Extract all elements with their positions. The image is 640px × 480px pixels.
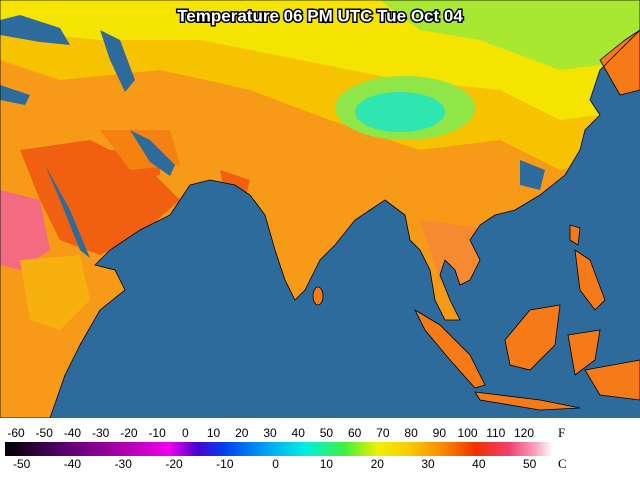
c-label: -10 [216, 457, 234, 471]
seas [0, 15, 545, 258]
f-label: -60 [7, 426, 25, 440]
legend-labels: -60 -50 -40 -30 -20 -10 0 10 20 30 40 50 60 70 80 90 100… [7, 426, 536, 471]
unit-c: C [558, 456, 567, 471]
c-label: 50 [523, 457, 537, 471]
f-label: 60 [348, 426, 362, 440]
c-label: 30 [421, 457, 435, 471]
f-label: 40 [292, 426, 306, 440]
f-label: 120 [514, 426, 534, 440]
f-label: -40 [64, 426, 82, 440]
c-label: 40 [472, 457, 486, 471]
f-label: 20 [235, 426, 249, 440]
f-label: -50 [36, 426, 54, 440]
c-label: -40 [64, 457, 82, 471]
c-label: -20 [165, 457, 183, 471]
unit-f: F [558, 425, 565, 440]
f-label: 50 [320, 426, 334, 440]
map-title: Temperature 06 PM UTC Tue Oct 04 [177, 6, 463, 25]
f-label: -10 [148, 426, 166, 440]
f-label: 110 [486, 426, 505, 440]
f-label: 80 [404, 426, 418, 440]
c-label: -30 [115, 457, 133, 471]
color-scale [5, 442, 553, 456]
c-label: 20 [371, 457, 385, 471]
c-label: 0 [272, 457, 279, 471]
f-label: 0 [182, 426, 189, 440]
c-label: -50 [13, 457, 31, 471]
c-label: 10 [320, 457, 334, 471]
f-label: 70 [376, 426, 390, 440]
f-label: 100 [458, 426, 478, 440]
f-label: 10 [207, 426, 221, 440]
f-label: -20 [120, 426, 138, 440]
islands [312, 29, 640, 411]
f-label: 90 [433, 426, 447, 440]
f-label: 30 [263, 426, 277, 440]
f-label: -30 [92, 426, 110, 440]
